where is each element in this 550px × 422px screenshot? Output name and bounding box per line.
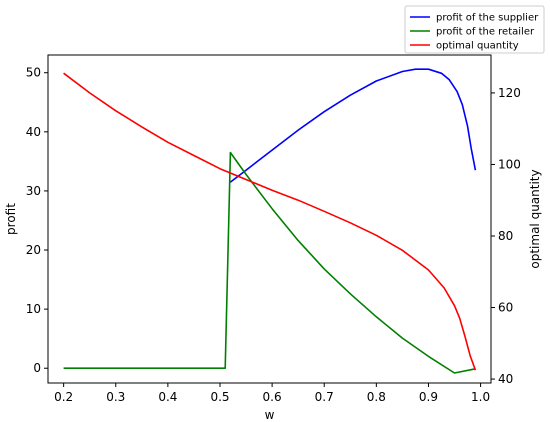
series-line-supplier-profit	[229, 68, 477, 183]
x-tick-label: 0.2	[54, 390, 73, 404]
series-line-optimal-quantity	[63, 72, 477, 371]
plot-frame	[47, 54, 492, 384]
x-axis: 0.2 0.3 0.4 0.5 0.6 0.7 0.8 0.9 1.0	[54, 383, 490, 404]
legend-label: profit of the retailer	[436, 27, 535, 38]
y-tick-label: 40	[26, 125, 41, 139]
x-tick-label: 0.6	[263, 390, 282, 404]
x-tick-label: 0.4	[158, 390, 177, 404]
y-tick-label: 20	[26, 243, 41, 257]
x-tick-label: 1.0	[471, 390, 490, 404]
y-right-tick-label: 80	[498, 229, 513, 243]
series-line-retailer-profit	[63, 151, 476, 374]
x-axis-title: w	[265, 408, 275, 422]
x-tick-label: 0.9	[419, 390, 438, 404]
legend-label: optimal quantity	[436, 41, 519, 52]
y-axis-left: 0 10 20 30 40 50	[26, 66, 48, 375]
y-tick-label: 10	[26, 302, 41, 316]
y-right-tick-label: 100	[498, 157, 521, 171]
legend-label: profit of the supplier	[436, 13, 539, 24]
legend: profit of the supplier profit of the reta…	[404, 5, 545, 54]
y-tick-label: 50	[26, 66, 41, 80]
x-tick-label: 0.7	[315, 390, 334, 404]
x-tick-label: 0.8	[367, 390, 386, 404]
y-axis-right-title: optimal quantity	[528, 169, 542, 268]
y-axis-right: 40 60 80 100 120	[491, 86, 521, 386]
y-right-tick-label: 40	[498, 372, 513, 386]
plot-content	[63, 68, 477, 374]
legend-item-supplier-profit: profit of the supplier	[410, 13, 539, 24]
x-tick-label: 0.5	[210, 390, 229, 404]
y-tick-label: 0	[33, 361, 41, 375]
y-axis-title: profit	[4, 203, 18, 235]
y-right-tick-label: 120	[498, 86, 521, 100]
y-tick-label: 30	[26, 184, 41, 198]
x-tick-label: 0.3	[106, 390, 125, 404]
legend-item-optimal-quantity: optimal quantity	[410, 41, 519, 52]
legend-box	[404, 5, 545, 54]
legend-item-retailer-profit: profit of the retailer	[410, 27, 535, 38]
y-right-tick-label: 60	[498, 301, 513, 315]
